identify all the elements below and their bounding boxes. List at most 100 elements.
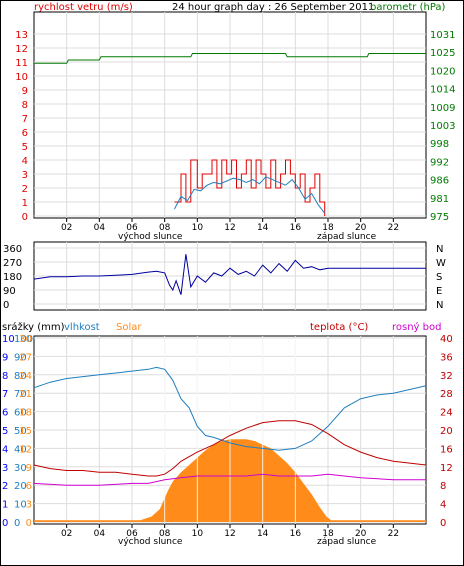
- hour-gridlines-over-solar: [164, 338, 296, 522]
- humidity-tick: 10: [14, 500, 27, 511]
- direction-compass-tick: W: [436, 258, 446, 269]
- humidity-tick: 80: [14, 371, 27, 382]
- solar-tick: 21: [19, 389, 32, 400]
- dewpoint-line: [33, 473, 426, 486]
- rain-tick: 9: [2, 352, 8, 363]
- hour-tick-label: 14: [257, 223, 269, 233]
- temperature-tick: 32: [440, 371, 453, 382]
- rain-tick: 8: [2, 371, 8, 382]
- direction-degree-tick: 0: [3, 300, 9, 311]
- humidity-tick: 0: [14, 518, 20, 529]
- temperature-tick: 40: [440, 334, 453, 345]
- pressure-tick: 1014: [430, 85, 455, 96]
- pressure-tick: 1003: [430, 121, 455, 132]
- wind-average-line: [174, 176, 326, 214]
- solar-tick: 3: [26, 500, 32, 511]
- sunrise-label-2: východ slunce: [118, 537, 183, 547]
- hour-tick-label: 04: [94, 529, 106, 539]
- wind-speed-tick: 5: [22, 142, 28, 153]
- pressure-tick: 981: [430, 194, 449, 205]
- humidity-tick: 30: [14, 463, 27, 474]
- wind-speed-tick: 4: [22, 156, 28, 167]
- direction-degree-tick: 360: [3, 244, 22, 255]
- hour-tick-label: 20: [355, 529, 367, 539]
- solar-tick: 6: [26, 481, 32, 492]
- temperature-tick: 28: [440, 389, 453, 400]
- pressure-axis-title: barometr (hPa): [370, 2, 446, 13]
- temperature-tick: 12: [440, 463, 453, 474]
- dewpoint-axis-title: rosný bod: [392, 321, 441, 333]
- hour-tick-label: 18: [322, 529, 334, 539]
- hour-tick-label: 22: [388, 529, 399, 539]
- pressure-tick: 1009: [430, 103, 455, 114]
- solar-tick: 27: [19, 352, 32, 363]
- rain-axis-title: srážky (mm): [2, 321, 65, 333]
- sunset-label-1: západ slunce: [317, 232, 377, 242]
- pressure-tick: 1020: [430, 66, 455, 77]
- temperature-tick: 20: [440, 426, 453, 437]
- humidity-axis-title: vlhkost: [64, 322, 100, 333]
- wind-speed-tick: 9: [22, 86, 28, 97]
- pressure-tick: 1031: [430, 30, 455, 41]
- direction-compass-tick: N: [436, 244, 443, 255]
- hour-tick-label: 16: [290, 529, 302, 539]
- hour-tick-label: 04: [94, 223, 106, 233]
- pressure-line: [34, 53, 426, 64]
- weather-hour-ticks: 02 04 06 08 10 12 14 16 18 20 22: [61, 524, 399, 539]
- hour-tick-label: 08: [159, 223, 171, 233]
- rain-tick: 10: [2, 334, 15, 345]
- direction-degree-tick: 90: [3, 286, 16, 297]
- hour-tick-label: 10: [192, 223, 204, 233]
- rain-tick: 7: [2, 389, 8, 400]
- solar-tick: 12: [19, 444, 32, 455]
- direction-compass-tick: S: [436, 272, 442, 283]
- wind-speed-tick: 13: [15, 30, 28, 41]
- temperature-axis-title: teplota (°C): [310, 322, 368, 333]
- hour-tick-label: 22: [388, 223, 399, 233]
- pressure-tick: 998: [430, 139, 449, 150]
- rain-tick: 4: [2, 444, 8, 455]
- pressure-ticks: 1031 1025 1020 1014 1009 1003 998 992 986 981 975: [430, 30, 455, 223]
- solar-tick: 24: [19, 371, 32, 382]
- hour-tick-label: 06: [126, 223, 138, 233]
- pressure-tick: 986: [430, 176, 449, 187]
- humidity-tick: 100: [14, 334, 33, 345]
- hour-tick-label: 02: [61, 529, 72, 539]
- temperature-tick: 24: [440, 408, 453, 419]
- pressure-tick: 1025: [430, 48, 455, 59]
- wind-speed-tick: 1: [22, 198, 28, 209]
- hour-tick-label: 12: [224, 529, 235, 539]
- rain-tick: 1: [2, 500, 8, 511]
- hour-tick-label: 02: [61, 223, 72, 233]
- temperature-tick: 16: [440, 444, 453, 455]
- humidity-tick: 90: [14, 352, 27, 363]
- chart-title: 24 hour graph day : 26 September 2011: [172, 2, 374, 13]
- hour-tick-label: 08: [159, 529, 171, 539]
- temperature-line: [33, 420, 427, 477]
- wind-speed-tick: 11: [15, 58, 28, 69]
- humidity-tick: 70: [14, 389, 27, 400]
- solar-tick: 30: [19, 334, 32, 345]
- humidity-line: [33, 366, 427, 451]
- direction-degree-ticks: 360 270 180 90 0: [3, 244, 22, 311]
- rain-tick: 2: [2, 481, 8, 492]
- wind-direction-line: [33, 254, 426, 295]
- hour-tick-label: 14: [257, 529, 269, 539]
- rain-tick: 0: [2, 518, 8, 529]
- wind-hour-ticks: 02 04 06 08 10 12 14 16 18 20 22: [61, 218, 399, 233]
- solar-tick: 15: [19, 426, 32, 437]
- rain-tick: 5: [2, 426, 8, 437]
- rain-tick: 3: [2, 463, 8, 474]
- direction-compass-tick: N: [436, 300, 443, 311]
- temperature-tick: 8: [440, 481, 446, 492]
- wind-speed-tick: 12: [15, 44, 28, 55]
- wind-speed-tick: 8: [22, 100, 28, 111]
- hour-tick-label: 06: [126, 529, 138, 539]
